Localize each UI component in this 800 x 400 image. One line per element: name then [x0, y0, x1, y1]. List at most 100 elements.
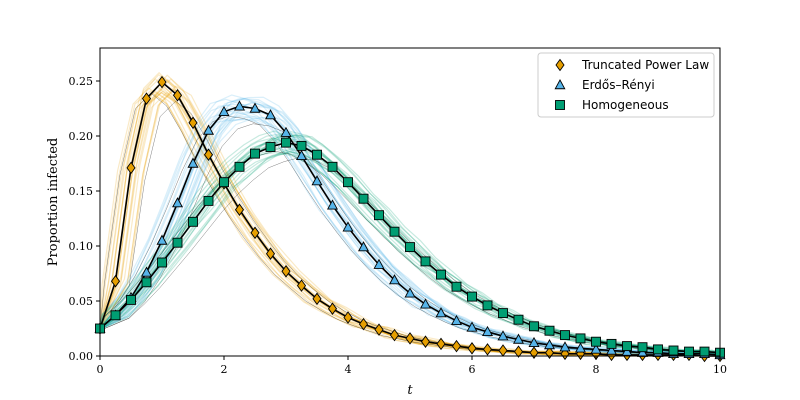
erd-s-r-nyi-marker — [311, 175, 323, 186]
erd-s-r-nyi-marker — [280, 126, 292, 137]
truncated-power-law-marker — [296, 279, 307, 292]
erd-s-r-nyi-marker — [202, 124, 215, 135]
homogeneous-marker — [451, 281, 462, 292]
homogeneous-marker — [467, 291, 477, 302]
y-tick-label: 0.00 — [69, 350, 94, 363]
homogeneous-marker — [482, 300, 493, 311]
truncated-power-law-marker — [281, 265, 291, 278]
homogeneous-marker — [498, 308, 508, 319]
y-tick-label: 0.15 — [69, 185, 94, 198]
truncated-power-law-marker — [529, 346, 539, 359]
truncated-power-law-marker — [420, 335, 431, 348]
erd-s-r-nyi-marker — [187, 157, 199, 168]
homogeneous-marker — [110, 310, 121, 321]
homogeneous-marker — [343, 177, 353, 188]
homogeneous-marker — [560, 330, 570, 341]
x-axis-title: t — [407, 383, 413, 398]
truncated-power-law-marker — [343, 311, 353, 324]
homogeneous-marker — [374, 210, 384, 221]
erd-s-r-nyi-marker — [373, 258, 385, 269]
erd-s-r-nyi-simulation-line — [99, 110, 708, 357]
legend-truncated-power-law-marker — [555, 58, 565, 72]
homogeneous-marker — [436, 269, 446, 280]
erd-s-r-nyi-marker — [404, 287, 416, 298]
homogeneous-marker — [684, 346, 694, 357]
homogeneous-simulation-line — [99, 130, 709, 353]
legend: Truncated Power Law Erdős–Rényi Homogeneou… — [537, 52, 715, 118]
homogeneous-marker — [420, 256, 431, 267]
erd-s-r-nyi-marker — [342, 221, 354, 232]
homogeneous-marker — [575, 333, 586, 344]
truncated-power-law-marker — [141, 92, 152, 105]
erd-s-r-nyi-marker — [559, 341, 571, 352]
y-tick-label: 0.20 — [69, 130, 94, 143]
homogeneous-marker — [126, 294, 136, 305]
truncated-power-law-marker — [405, 332, 415, 345]
erd-s-r-nyi-marker — [419, 298, 432, 309]
erd-s-r-nyi-marker — [140, 266, 153, 277]
truncated-power-law-marker — [265, 247, 276, 260]
x-tick-label: 8 — [593, 363, 600, 376]
y-tick-label: 0.05 — [69, 295, 94, 308]
homogeneous-marker — [653, 344, 663, 355]
erd-s-r-nyi-marker — [264, 109, 277, 120]
erd-s-r-nyi-marker — [543, 339, 556, 350]
erd-s-r-nyi-marker — [435, 307, 447, 318]
x-tick-label: 10 — [713, 363, 727, 376]
legend-homogeneous-label: Homogeneous — [582, 98, 669, 112]
truncated-power-law-marker — [110, 274, 121, 288]
homogeneous-marker — [172, 237, 183, 248]
truncated-power-law-marker — [157, 75, 167, 89]
homogeneous-marker — [203, 195, 214, 206]
homogeneous-marker — [296, 140, 307, 151]
legend-truncated-power-law-label: Truncated Power Law — [581, 58, 709, 72]
truncated-power-law-marker — [234, 203, 245, 216]
erd-s-r-nyi-marker — [249, 102, 261, 113]
y-axis-title: Proportion infected — [46, 138, 61, 266]
homogeneous-marker — [188, 216, 198, 227]
truncated-power-law-marker — [482, 343, 493, 356]
x-tick-label: 4 — [345, 363, 352, 376]
erd-s-r-nyi-simulation-line — [99, 98, 721, 356]
truncated-power-law-marker — [467, 342, 477, 355]
legend-erd-s-r-nyi-label: Erdős–Rényi — [582, 78, 655, 92]
erd-s-r-nyi-marker — [218, 105, 230, 117]
legend-erd-s-r-nyi-marker — [554, 79, 566, 90]
erd-s-r-nyi-marker — [357, 241, 370, 252]
legend-frame — [537, 52, 715, 118]
homogeneous-marker — [234, 161, 245, 172]
homogeneous-marker — [327, 161, 338, 172]
truncated-power-law-marker — [389, 328, 400, 342]
truncated-power-law-marker — [544, 346, 555, 359]
erd-s-r-nyi-marker — [388, 274, 401, 285]
erd-s-r-nyi-marker — [466, 321, 478, 332]
x-tick-label: 6 — [469, 363, 476, 376]
truncated-power-law-marker — [327, 302, 338, 315]
erd-s-r-nyi-extreme-line — [99, 116, 709, 356]
homogeneous-marker — [606, 338, 617, 349]
truncated-power-law-marker — [436, 337, 446, 351]
homogeneous-marker — [358, 193, 369, 204]
homogeneous-marker — [622, 341, 632, 352]
homogeneous-marker — [513, 314, 524, 325]
homogeneous-marker — [265, 142, 276, 152]
homogeneous-marker — [529, 321, 539, 332]
erd-s-r-nyi-marker — [450, 314, 463, 325]
x-axis: 0 2 4 6 8 10 — [97, 356, 727, 376]
truncated-power-law-marker — [312, 292, 322, 306]
plot-area-frame — [99, 47, 721, 357]
truncated-power-law-marker — [513, 345, 524, 358]
homogeneous-marker — [699, 346, 710, 357]
erd-s-r-nyi-marker — [590, 343, 602, 354]
homogeneous-marker — [219, 177, 229, 188]
y-tick-label: 0.25 — [69, 75, 94, 88]
homogeneous-marker — [157, 257, 167, 268]
truncated-power-law-marker — [172, 89, 183, 102]
legend-homogeneous-marker — [555, 100, 565, 110]
truncated-power-law-marker — [451, 339, 462, 353]
erd-s-r-nyi-marker — [295, 149, 308, 161]
truncated-power-law-marker — [188, 116, 198, 130]
homogeneous-simulation-line — [99, 152, 721, 356]
homogeneous-marker — [668, 345, 679, 356]
